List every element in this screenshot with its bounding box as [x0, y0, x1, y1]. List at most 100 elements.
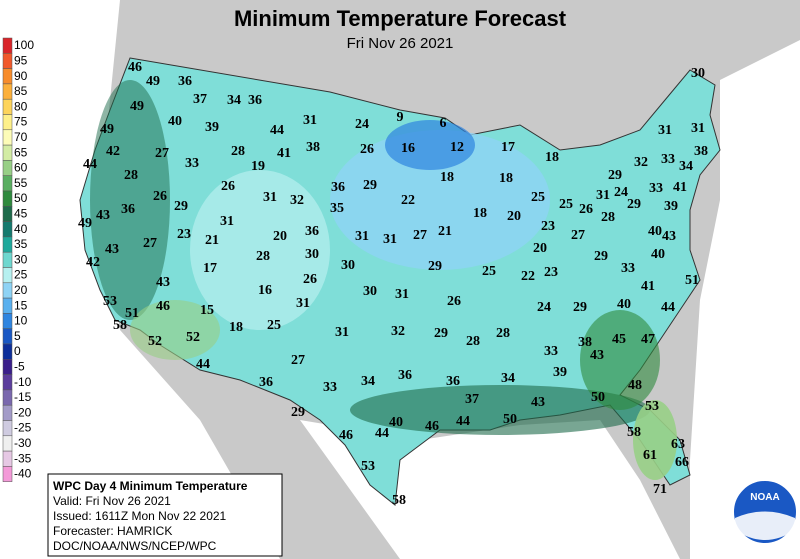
legend-swatch	[2, 114, 13, 131]
temperature-label: 9	[397, 110, 404, 125]
temperature-label: 31	[355, 229, 369, 244]
legend-swatch	[2, 435, 13, 452]
temperature-label: 20	[533, 241, 547, 256]
temperature-label: 32	[634, 155, 648, 170]
temperature-label: 52	[186, 330, 200, 345]
temperature-label: 24	[355, 117, 369, 132]
temperature-label: 31	[335, 325, 349, 340]
temperature-label: 36	[248, 93, 262, 108]
temperature-label: 53	[103, 294, 117, 309]
warm-zone	[633, 400, 677, 480]
temperature-label: 27	[413, 228, 427, 243]
temperature-label: 29	[573, 300, 587, 315]
temperature-label: 27	[571, 228, 585, 243]
temperature-label: 22	[401, 193, 415, 208]
temperature-label: 40	[168, 114, 182, 129]
legend-label: 90	[14, 69, 28, 83]
temperature-label: 32	[290, 193, 304, 208]
temperature-label: 15	[200, 303, 214, 318]
temperature-label: 44	[196, 357, 210, 372]
temperature-label: 27	[291, 353, 305, 368]
temperature-label: 40	[651, 247, 665, 262]
temperature-label: 45	[612, 332, 626, 347]
legend-label: 20	[14, 283, 28, 297]
temperature-label: 28	[496, 326, 510, 341]
temperature-label: 58	[392, 493, 406, 508]
temperature-label: 50	[591, 390, 605, 405]
temperature-label: 21	[205, 233, 219, 248]
temperature-label: 33	[323, 380, 337, 395]
legend-label: 65	[14, 145, 28, 159]
temperature-label: 33	[661, 152, 675, 167]
legend-label: 60	[14, 161, 28, 175]
temperature-label: 43	[662, 229, 676, 244]
temperature-label: 31	[263, 190, 277, 205]
temperature-label: 36	[305, 224, 319, 239]
temperature-label: 33	[544, 344, 558, 359]
temperature-label: 40	[389, 415, 403, 430]
temperature-label: 44	[270, 123, 284, 138]
legend-label: 100	[14, 38, 34, 52]
temperature-label: 6	[440, 116, 447, 131]
legend-swatch	[2, 466, 13, 482]
temperature-label: 21	[438, 224, 452, 239]
temperature-label: 29	[291, 405, 305, 420]
legend-label: -35	[14, 451, 32, 465]
temperature-label: 40	[617, 297, 631, 312]
temperature-label: 25	[267, 318, 281, 333]
temperature-label: 26	[221, 179, 235, 194]
temperature-label: 34	[501, 371, 515, 386]
temperature-label: 40	[648, 224, 662, 239]
temperature-label: 44	[456, 414, 470, 429]
temperature-label: 63	[671, 437, 685, 452]
temperature-label: 33	[621, 261, 635, 276]
legend-label: 50	[14, 191, 28, 205]
temperature-label: 41	[673, 180, 687, 195]
legend-swatch	[2, 282, 13, 299]
temperature-label: 58	[113, 318, 127, 333]
temperature-label: 43	[590, 348, 604, 363]
temperature-label: 36	[121, 202, 135, 217]
legend-swatch	[2, 190, 13, 207]
temperature-label: 48	[628, 378, 642, 393]
temperature-label: 50	[503, 412, 517, 427]
temperature-label: 25	[559, 197, 573, 212]
legend-label: 40	[14, 222, 28, 236]
subtitle: Fri Nov 26 2021	[347, 35, 454, 52]
temperature-label: 16	[401, 141, 415, 156]
temperature-label: 46	[128, 60, 142, 75]
temperature-label: 39	[664, 199, 678, 214]
info-forecaster: Forecaster: HAMRICK	[53, 524, 172, 538]
cold-core	[385, 120, 475, 170]
legend: 1009590858075706560555045403530252015105…	[2, 37, 34, 482]
temperature-label: 30	[363, 284, 377, 299]
legend-swatch	[2, 129, 13, 146]
temperature-label: 27	[143, 236, 157, 251]
temperature-label: 51	[125, 306, 139, 321]
legend-label: -30	[14, 436, 32, 450]
temperature-label: 44	[83, 157, 97, 172]
temperature-label: 38	[578, 335, 592, 350]
legend-label: -10	[14, 375, 32, 389]
temperature-label: 29	[428, 259, 442, 274]
atlantic	[690, 40, 800, 559]
temperature-label: 36	[398, 368, 412, 383]
legend-swatch	[2, 297, 13, 314]
temperature-label: 66	[675, 455, 689, 470]
legend-label: -15	[14, 390, 32, 404]
legend-label: 35	[14, 237, 28, 251]
temperature-label: 18	[229, 320, 243, 335]
temperature-label: 39	[553, 365, 567, 380]
temperature-label: 58	[627, 425, 641, 440]
temperature-label: 26	[447, 294, 461, 309]
temperature-label: 25	[482, 264, 496, 279]
legend-label: 85	[14, 84, 28, 98]
legend-label: -40	[14, 467, 32, 481]
info-title: WPC Day 4 Minimum Temperature	[53, 479, 248, 493]
legend-label: 15	[14, 298, 28, 312]
temperature-label: 52	[148, 334, 162, 349]
temperature-label: 18	[440, 170, 454, 185]
title: Minimum Temperature Forecast	[234, 6, 567, 31]
temperature-label: 39	[205, 120, 219, 135]
